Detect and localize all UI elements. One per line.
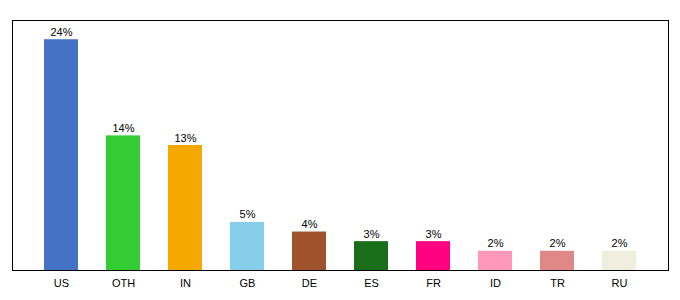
svg-text:4%: 4% [302, 218, 318, 230]
svg-text:3%: 3% [364, 228, 380, 240]
svg-text:DE: DE [302, 277, 317, 289]
svg-text:ID: ID [490, 277, 501, 289]
svg-text:ES: ES [364, 277, 379, 289]
svg-text:IN: IN [180, 277, 191, 289]
svg-text:2%: 2% [488, 237, 504, 249]
svg-text:GB: GB [240, 277, 256, 289]
svg-text:2%: 2% [612, 237, 628, 249]
svg-text:3%: 3% [426, 228, 442, 240]
svg-text:13%: 13% [174, 132, 196, 144]
svg-text:OTH: OTH [112, 277, 135, 289]
svg-text:US: US [54, 277, 69, 289]
svg-text:5%: 5% [240, 208, 256, 220]
svg-text:TR: TR [550, 277, 565, 289]
svg-text:FR: FR [426, 277, 441, 289]
svg-text:2%: 2% [550, 237, 566, 249]
svg-text:RU: RU [612, 277, 628, 289]
svg-text:14%: 14% [112, 122, 134, 134]
svg-text:24%: 24% [50, 26, 72, 38]
